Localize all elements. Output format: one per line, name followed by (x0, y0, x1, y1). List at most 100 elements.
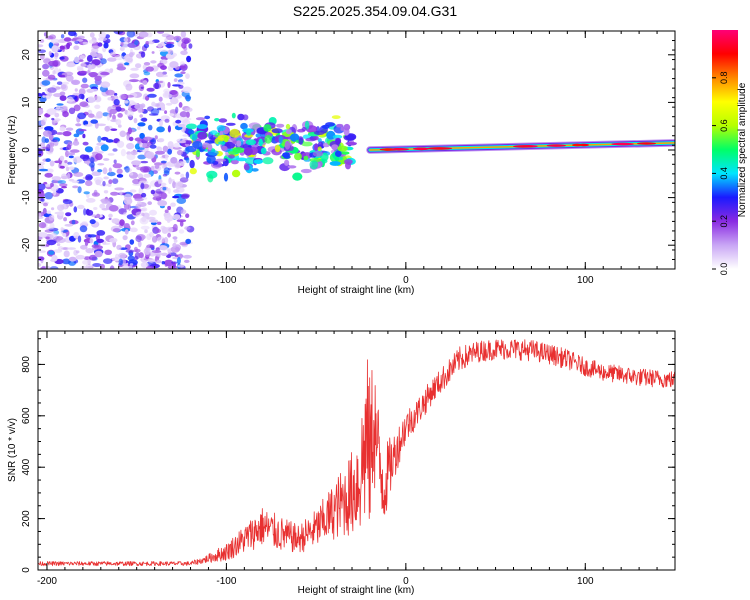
heatmap-noise-speck (71, 79, 81, 86)
heatmap-blob (325, 122, 336, 127)
heatmap-marks (38, 31, 675, 269)
heatmap-x-tick-label: -200 (37, 275, 57, 286)
heatmap-noise-speck (161, 261, 165, 265)
heatmap-noise-speck (79, 70, 88, 74)
heatmap-noise-speck (157, 138, 165, 143)
heatmap-noise-speck (100, 144, 109, 152)
heatmap-noise-speck (128, 265, 133, 269)
heatmap-blob (236, 157, 247, 162)
heatmap-noise-speck (69, 149, 80, 153)
heatmap-blob (232, 147, 245, 154)
heatmap-noise-speck (128, 52, 134, 58)
heatmap-noise-speck (137, 147, 145, 150)
heatmap-noise-speck (89, 32, 95, 38)
heatmap-noise-speck (143, 136, 153, 141)
heatmap-noise-speck (110, 51, 116, 57)
heatmap-noise-speck (42, 69, 50, 77)
heatmap-noise-speck (59, 155, 65, 161)
heatmap-noise-speck (99, 203, 106, 209)
heatmap-noise-speck (180, 50, 188, 56)
heatmap-noise-speck (166, 254, 172, 259)
heatmap-noise-speck (140, 225, 150, 230)
heatmap-blob (345, 141, 358, 146)
heatmap-noise-speck (72, 156, 83, 163)
heatmap-blob (195, 117, 206, 121)
heatmap-noise-speck (151, 250, 162, 253)
heatmap-blob (207, 150, 219, 156)
heatmap-blob (301, 141, 313, 147)
heatmap-noise-speck (84, 241, 89, 246)
heatmap-noise-speck (94, 176, 104, 183)
heatmap-noise-speck (174, 73, 184, 78)
heatmap-noise-speck (175, 119, 182, 124)
heatmap-noise-speck (89, 88, 99, 92)
heatmap-noise-speck (74, 40, 80, 45)
heatmap-noise-speck (167, 205, 172, 211)
heatmap-noise-speck (78, 129, 87, 132)
heatmap-blob (284, 140, 291, 150)
heatmap-noise-speck (140, 117, 148, 122)
heatmap-noise-speck (117, 124, 122, 128)
heatmap-noise-speck (112, 148, 118, 152)
heatmap-noise-speck (80, 83, 89, 89)
heatmap-noise-speck (60, 227, 64, 232)
heatmap-noise-speck (80, 265, 91, 269)
heatmap-blob (245, 139, 257, 146)
heatmap-noise-speck (41, 136, 47, 144)
heatmap-noise-speck (42, 207, 47, 215)
heatmap-noise-speck (110, 128, 118, 131)
heatmap-noise-speck (170, 97, 179, 105)
heatmap-blob (335, 138, 341, 145)
heatmap-noise-speck (50, 232, 58, 240)
heatmap-noise-speck (146, 265, 154, 269)
heatmap-noise-speck (167, 125, 171, 133)
heatmap-noise-speck (93, 95, 102, 103)
heatmap-noise-speck (118, 258, 124, 266)
heatmap-noise-speck (142, 197, 148, 200)
heatmap-noise-speck (88, 254, 97, 261)
heatmap-noise-speck (46, 239, 57, 246)
heatmap-noise-speck (149, 144, 157, 149)
heatmap-noise-speck (46, 108, 57, 115)
heatmap-noise-speck (82, 77, 88, 83)
heatmap-noise-speck (56, 103, 64, 106)
snr-x-tick-label: -100 (216, 576, 236, 587)
heatmap-noise-speck (109, 108, 118, 115)
heatmap-blob (317, 146, 322, 152)
heatmap-noise-speck (123, 100, 129, 104)
heatmap-noise-speck (130, 220, 135, 226)
heatmap-noise-speck (138, 84, 145, 92)
heatmap-noise-speck (139, 132, 145, 139)
heatmap-noise-speck (97, 163, 105, 166)
heatmap-noise-speck (88, 72, 99, 77)
heatmap-noise-speck (78, 59, 84, 62)
heatmap-noise-speck (89, 157, 95, 163)
heatmap-noise-speck (180, 209, 187, 215)
heatmap-noise-speck (103, 258, 113, 264)
heatmap-noise-speck (165, 226, 174, 233)
heatmap-noise-speck (51, 45, 59, 53)
heatmap-blob (246, 129, 252, 136)
heatmap-noise-speck (140, 182, 145, 190)
heatmap-noise-speck (75, 254, 85, 260)
heatmap-noise-speck (71, 219, 76, 225)
heatmap-noise-speck (65, 127, 74, 131)
heatmap-noise-speck (102, 242, 111, 245)
heatmap-blob (329, 161, 341, 166)
heatmap-noise-speck (108, 217, 112, 221)
heatmap-blob (216, 125, 226, 132)
heatmap-noise-speck (38, 213, 42, 217)
heatmap-noise-speck (115, 253, 119, 260)
heatmap-blob (189, 159, 195, 169)
heatmap-noise-speck (147, 258, 156, 263)
colorbar-tick-label: 0.4 (719, 167, 729, 180)
heatmap-noise-speck (68, 256, 77, 262)
heatmap-noise-speck (184, 117, 192, 121)
colorbar-tick-label: 0.8 (719, 72, 729, 85)
heatmap-noise-speck (129, 227, 138, 233)
heatmap-blob (195, 149, 201, 158)
heatmap-noise-speck (88, 113, 95, 118)
heatmap-line-hotspot (391, 148, 410, 151)
heatmap-noise-speck (124, 62, 130, 66)
heatmap-noise-speck (104, 125, 110, 132)
